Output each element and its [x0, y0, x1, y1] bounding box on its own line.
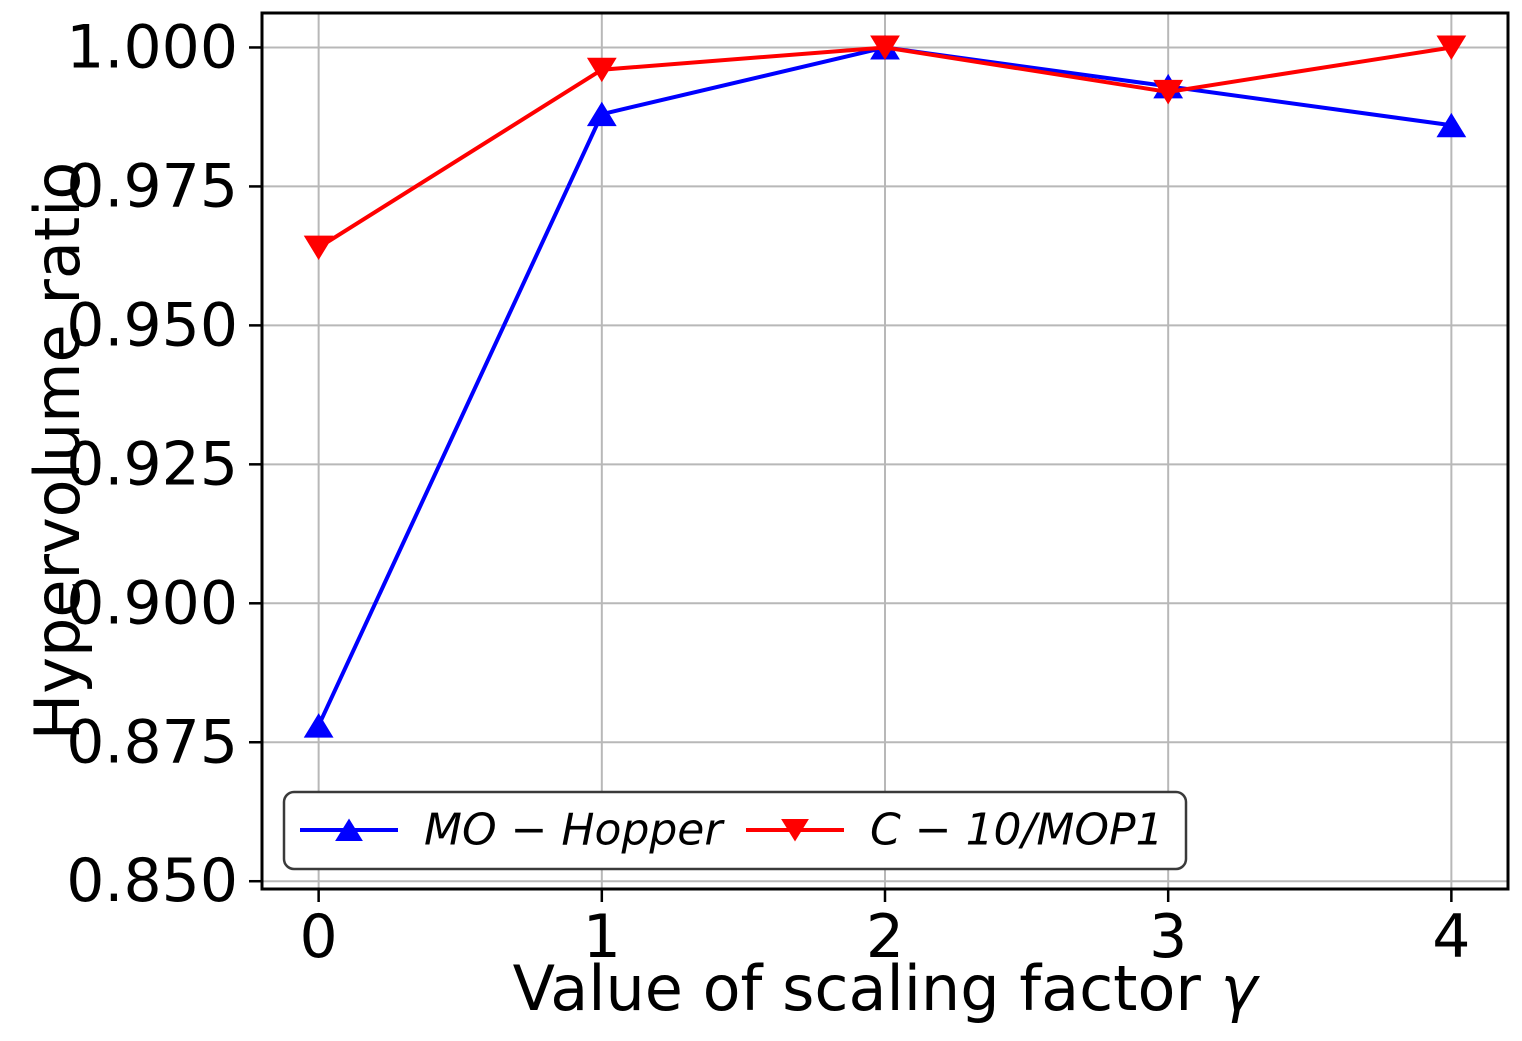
y-tick-label: 0.875 [66, 707, 238, 777]
series-marker-mo-hopper [586, 101, 617, 127]
x-tick-label: 1 [583, 902, 621, 972]
y-tick-label: 1.000 [66, 12, 238, 82]
y-tick-label: 0.925 [66, 429, 238, 499]
x-tick-label: 3 [1149, 902, 1187, 972]
series-marker-c-10-mop1 [1436, 35, 1467, 60]
y-tick-label: 0.975 [66, 151, 238, 221]
series-marker-c-10-mop1 [303, 235, 334, 261]
series-marker-mo-hopper [303, 713, 334, 738]
x-axis-label-text: Value of scaling factor [512, 952, 1201, 1025]
plot-border [260, 11, 1510, 891]
legend-label: MO − Hopper [424, 805, 725, 856]
x-tick-label: 0 [300, 902, 338, 972]
legend-marker-icon [335, 818, 363, 841]
x-tick-label: 4 [1432, 902, 1470, 972]
series-marker-c-10-mop1 [1153, 79, 1184, 105]
series-marker-mo-hopper [1436, 112, 1467, 138]
legend-box [282, 790, 1188, 871]
series-marker-c-10-mop1 [870, 35, 900, 60]
x-tick-label: 2 [866, 902, 904, 972]
series-marker-c-10-mop1 [586, 57, 617, 83]
y-tick-label: 0.950 [66, 290, 238, 360]
gamma-symbol: γ [1220, 952, 1258, 1025]
y-tick-label: 0.850 [66, 846, 238, 916]
y-tick-label: 0.900 [66, 568, 238, 638]
x-axis-label: Value of scaling factor γ [513, 958, 1258, 1020]
legend-label: C − 10/MOP1 [870, 805, 1164, 856]
y-axis-label: Hypervolume ratio [21, 161, 94, 741]
legend-marker-icon [781, 819, 809, 842]
